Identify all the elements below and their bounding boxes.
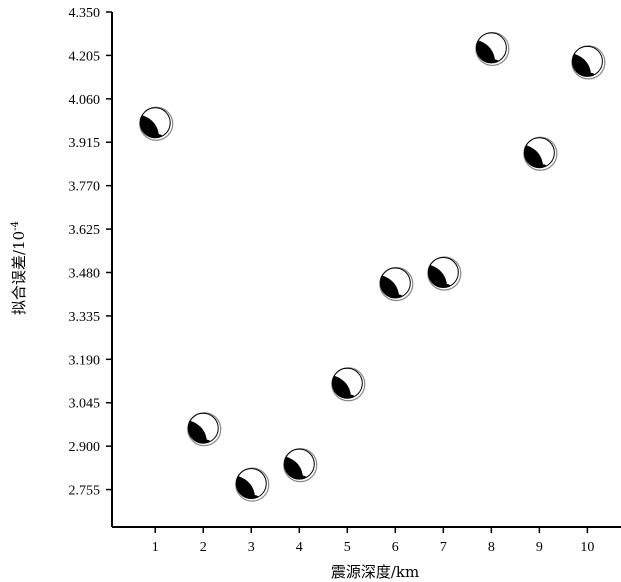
data-point: [427, 256, 462, 291]
x-tick-label: 1: [152, 540, 159, 555]
y-tick-label: 3.045: [69, 397, 101, 412]
x-axis-label: 震源深度/km: [331, 563, 419, 581]
y-tick-label: 3.770: [69, 180, 101, 195]
x-tick-label: 9: [536, 540, 543, 555]
y-tick-label: 4.205: [69, 49, 101, 64]
x-tick-label: 3: [248, 540, 255, 555]
x-tick-label: 8: [488, 540, 495, 555]
x-tick-label: 4: [296, 540, 303, 555]
y-tick-label: 2.755: [69, 484, 101, 499]
y-tick-label: 3.190: [69, 353, 101, 368]
data-point: [475, 31, 510, 67]
y-axis-label-text: 拟合误差/10: [10, 231, 28, 315]
x-tick-label: 2: [200, 540, 207, 555]
beachball-sliver: [297, 475, 307, 480]
data-point: [283, 448, 318, 483]
beachball-sliver: [394, 294, 403, 298]
data-points: [139, 31, 606, 502]
data-point: [235, 467, 270, 502]
y-tick-label: 3.335: [69, 310, 101, 325]
beachball-sliver: [345, 394, 355, 399]
x-axis-ticks: 1 2 3 4 5 6 7 8 9 10: [152, 527, 594, 555]
data-point: [139, 106, 174, 141]
beachball-quadrant: [188, 420, 208, 444]
y-tick-label: 3.915: [69, 136, 101, 151]
plot-frame: [111, 12, 621, 528]
beachball-sliver: [201, 439, 211, 444]
beachball-quadrant: [140, 115, 160, 138]
data-point: [187, 412, 222, 447]
beachball-quadrant: [380, 275, 400, 298]
beachball-quadrant: [428, 264, 448, 288]
y-tick-label: 2.900: [69, 440, 101, 455]
y-tick-label: 4.350: [69, 6, 101, 21]
beachball-sliver: [490, 59, 499, 63]
beachball-quadrant: [284, 456, 304, 480]
y-axis-label: 拟合误差/10-4: [10, 221, 28, 315]
beachball-quadrant: [476, 40, 496, 63]
data-point: [379, 266, 414, 302]
y-tick-label: 3.480: [69, 266, 101, 281]
y-tick-label: 4.060: [69, 93, 101, 108]
beachball-sliver: [249, 494, 259, 499]
x-tick-label: 10: [580, 540, 594, 555]
beachball-sliver: [538, 164, 547, 168]
beachball-quadrant: [236, 476, 256, 499]
data-point: [571, 45, 606, 80]
beachball-quadrant: [572, 53, 592, 77]
y-tick-label: 3.625: [69, 223, 101, 238]
beachball-quadrant: [524, 145, 544, 168]
data-point: [331, 367, 366, 402]
x-tick-label: 6: [392, 540, 399, 555]
beachball-quadrant: [332, 375, 352, 399]
y-axis-ticks: 2.755 2.900 3.045 3.190 3.335 3.480 3.625 3.770…: [69, 6, 112, 499]
y-axis-label-exponent: -4: [10, 221, 21, 231]
x-tick-label: 7: [440, 540, 447, 555]
data-point: [523, 136, 558, 171]
beachball-sliver: [153, 134, 163, 138]
x-tick-label: 5: [344, 540, 351, 555]
beachball-sliver: [442, 283, 451, 288]
beachball-sliver: [586, 72, 595, 77]
